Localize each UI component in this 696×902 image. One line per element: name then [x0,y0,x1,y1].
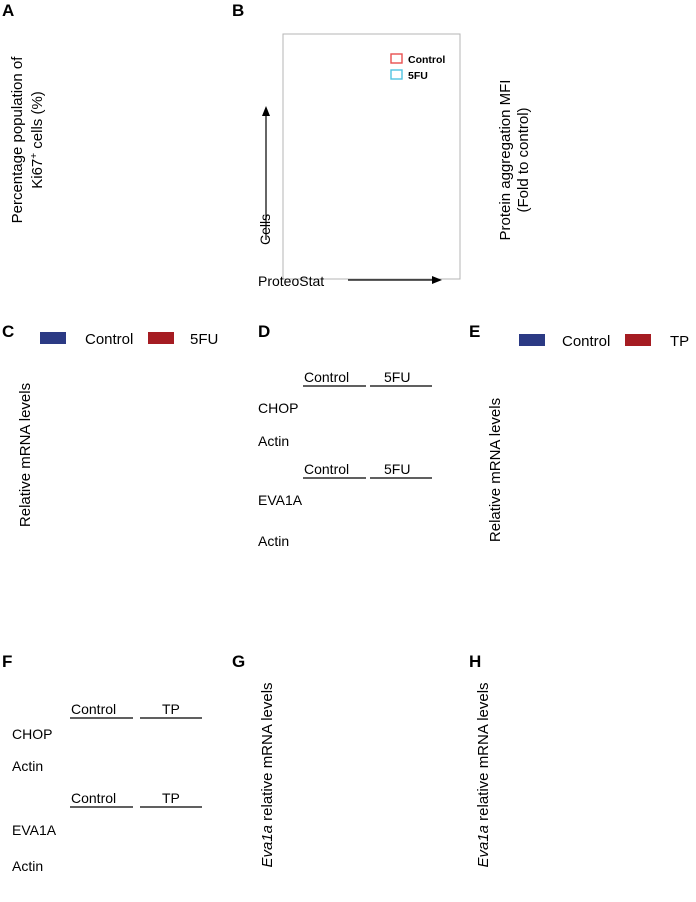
legend-label-5fu: 5FU [190,331,218,348]
blot-d-group-5fu-top: 5FU [384,369,410,385]
blot-f-group-tp-bottom: TP [162,790,180,806]
legend-label-5fu: 5FU [408,70,428,82]
panel-c-bar-chart: Control 5FU Relative mRNA levels [17,331,218,527]
legend-swatch-5fu [148,332,174,344]
blot-d-group-5fu-bottom: 5FU [384,461,410,477]
panel-a-ylabel-line2: Ki67+ cells (%) [29,91,47,189]
panel-g-bar-chart: Eva1a relative mRNA levels [259,682,276,867]
panel-e-ylabel: Relative mRNA levels [487,398,504,542]
legend-label-control: Control [85,331,133,348]
blot-d-group-control-top: Control [304,369,349,385]
panel-f-western-blot: Control TP CHOP Actin Control TP EVA1A A… [12,701,202,874]
histogram-frame [282,33,461,280]
legend-swatch-control [519,334,545,346]
panel-letter-b: B [232,1,244,20]
panel-letter-a: A [2,1,14,20]
blot-d-label-chop: CHOP [258,400,298,416]
blot-d-label-actin-2: Actin [258,533,289,549]
panel-letter-h: H [469,652,481,671]
panel-letter-d: D [258,322,270,341]
panel-letter-c: C [2,322,14,341]
panel-b-histogram: Cells ProteoStat Control 5FU [257,33,461,289]
blot-d-group-control-bottom: Control [304,461,349,477]
legend-swatch-control [40,332,66,344]
panel-b-ylabel-line2: (Fold to control) [515,107,532,212]
panel-b-ylabel-line1: Protein aggregation MFI [497,80,514,241]
blot-f-label-actin-2: Actin [12,858,43,874]
x-arrowhead-icon [432,276,442,284]
legend-label-tp: TP [670,333,689,350]
legend-label-control: Control [562,333,610,350]
panel-letter-f: F [2,652,12,671]
panel-h-ylabel: Eva1a relative mRNA levels [475,682,492,867]
panel-letter-g: G [232,652,245,671]
y-arrowhead-icon [262,106,270,116]
panel-e-bar-chart: Control TP Relative mRNA levels [487,333,689,542]
histogram-xlabel: ProteoStat [258,273,324,289]
blot-f-label-chop: CHOP [12,726,52,742]
histogram-ylabel: Cells [257,214,273,245]
blot-d-label-actin-1: Actin [258,433,289,449]
blot-f-group-control-bottom: Control [71,790,116,806]
panel-c-ylabel: Relative mRNA levels [17,383,34,527]
panel-a-ylabel-line1: Percentage population of [9,56,26,224]
blot-f-label-eva1a: EVA1A [12,822,57,838]
legend-swatch-control [390,53,403,64]
panel-b-bar-chart: Protein aggregation MFI (Fold to control… [497,80,532,241]
legend-label-control: Control [408,54,445,66]
legend-swatch-5fu [390,69,403,80]
panel-h-bar-chart: Eva1a relative mRNA levels [475,682,492,867]
panel-g-ylabel: Eva1a relative mRNA levels [259,682,276,867]
panel-d-western-blot: Control 5FU CHOP Actin Control 5FU EVA1A… [258,369,432,549]
blot-f-group-tp-top: TP [162,701,180,717]
blot-f-group-control-top: Control [71,701,116,717]
panel-a-bar-chart: Percentage population of Ki67+ cells (%) [9,56,46,224]
legend-swatch-tp [625,334,651,346]
blot-d-label-eva1a: EVA1A [258,492,303,508]
panel-letter-e: E [469,322,480,341]
blot-f-label-actin-1: Actin [12,758,43,774]
